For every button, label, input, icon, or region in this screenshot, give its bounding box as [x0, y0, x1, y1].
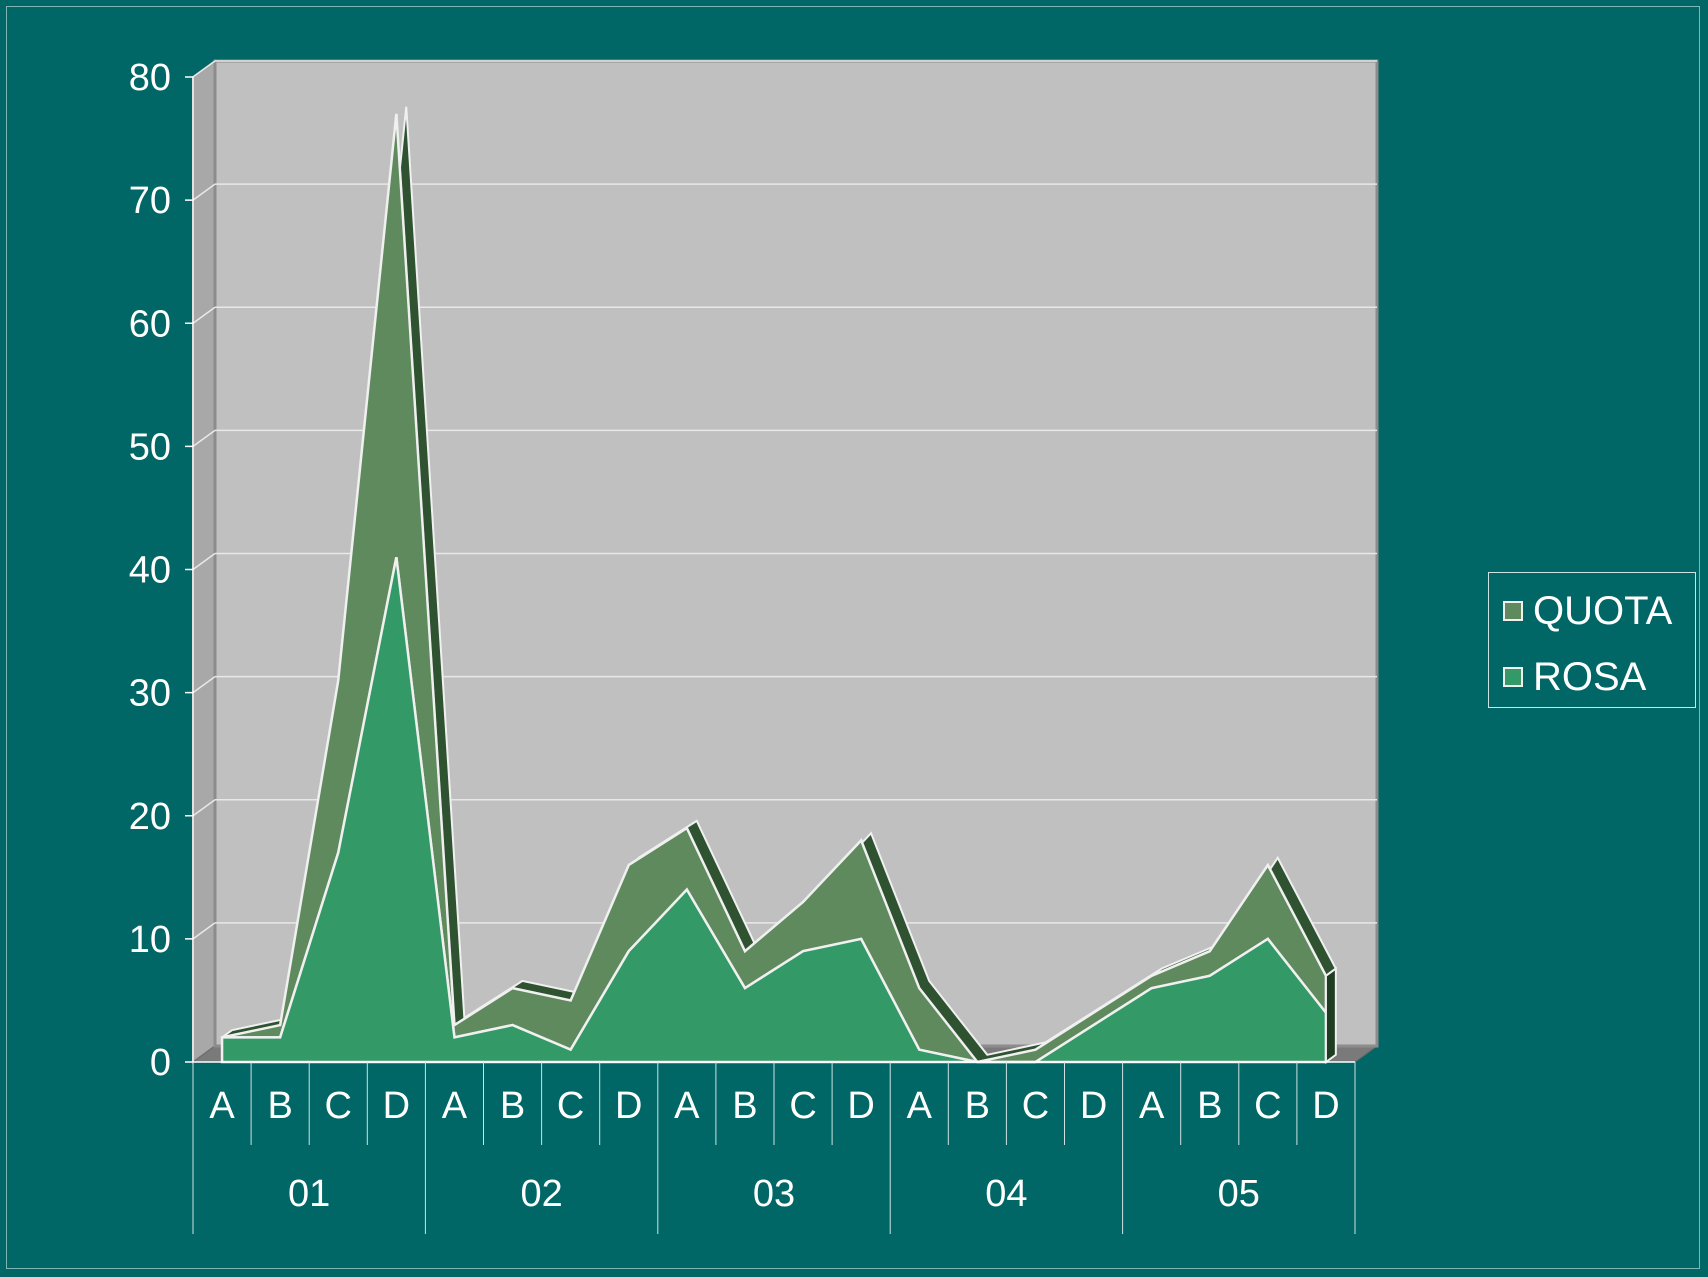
legend-label-rosa: ROSA — [1533, 655, 1647, 699]
legend-swatch-rosa — [1503, 667, 1523, 687]
x-tick-label: C — [789, 1085, 816, 1127]
grid-line-side — [192, 676, 216, 694]
legend-swatch-quota — [1503, 601, 1523, 621]
x-tick-label: A — [1139, 1085, 1165, 1127]
x-tick-label: C — [1022, 1085, 1049, 1127]
x-tick-label: A — [209, 1085, 235, 1127]
x-tick-label: B — [500, 1085, 525, 1127]
y-tick-label: 10 — [129, 919, 171, 961]
x-group-label: 02 — [520, 1173, 562, 1215]
x-tick-label: D — [1080, 1085, 1107, 1127]
grid-line-side — [192, 922, 216, 940]
x-tick-label: B — [965, 1085, 990, 1127]
y-tick-label: 60 — [129, 303, 171, 345]
x-group-label: 04 — [985, 1173, 1027, 1215]
y-tick-label: 70 — [129, 180, 171, 222]
x-tick-label: A — [442, 1085, 468, 1127]
x-tick-label: B — [1197, 1085, 1222, 1127]
x-tick-label: B — [267, 1085, 292, 1127]
chart-border — [6, 6, 1700, 1269]
grid-line-side — [192, 552, 216, 571]
y-tick-label: 80 — [129, 57, 171, 99]
grid-line-side — [192, 429, 216, 447]
legend: QUOTA ROSA — [1488, 572, 1696, 708]
y-tick-label: 50 — [129, 426, 171, 468]
grid-line-side — [192, 306, 216, 324]
x-tick-label: D — [383, 1085, 410, 1127]
x-tick-label: D — [1312, 1085, 1339, 1127]
x-tick-label: C — [1254, 1085, 1281, 1127]
x-group-label: 01 — [288, 1173, 330, 1215]
y-tick-label: 20 — [129, 796, 171, 838]
y-tick-label: 40 — [129, 550, 171, 592]
x-group-label: 03 — [753, 1173, 795, 1215]
x-tick-label: D — [615, 1085, 642, 1127]
y-tick-label: 30 — [129, 673, 171, 715]
x-tick-label: C — [557, 1085, 584, 1127]
x-group-label: 05 — [1218, 1173, 1260, 1215]
legend-item-rosa: ROSA — [1503, 657, 1646, 697]
x-tick-label: A — [674, 1085, 700, 1127]
x-tick-label: C — [325, 1085, 352, 1127]
series-end-cap — [1324, 966, 1337, 1064]
legend-item-quota: QUOTA — [1503, 591, 1672, 631]
grid-line-side — [192, 60, 216, 78]
grid-line-side — [192, 799, 216, 817]
grid-line-side — [192, 183, 216, 201]
x-tick-label: D — [847, 1085, 874, 1127]
x-tick-label: A — [907, 1085, 933, 1127]
y-tick-label: 0 — [150, 1042, 171, 1084]
x-tick-label: B — [732, 1085, 757, 1127]
legend-label-quota: QUOTA — [1533, 589, 1673, 633]
